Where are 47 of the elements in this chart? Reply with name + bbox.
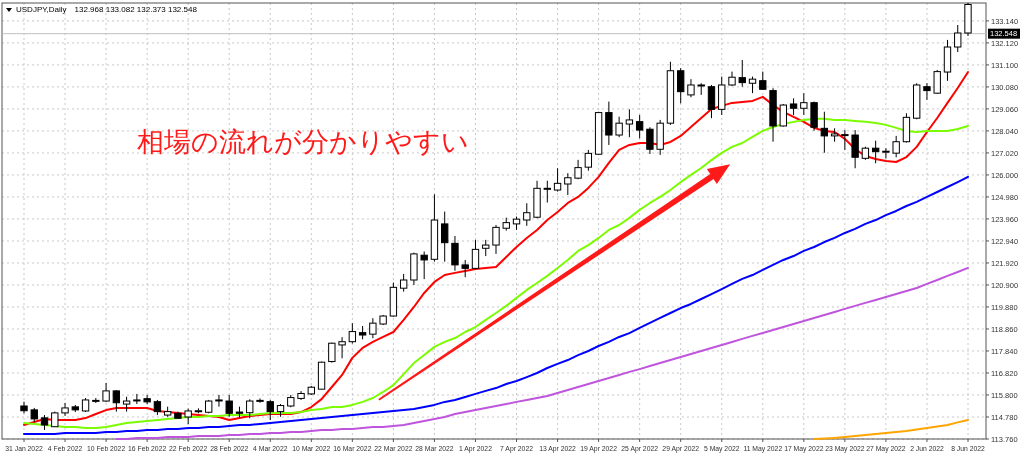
candlestick xyxy=(800,92,808,116)
candlestick xyxy=(820,111,829,154)
candlestick xyxy=(553,167,562,193)
candlestick xyxy=(625,108,634,138)
candlestick xyxy=(851,129,859,169)
candlestick xyxy=(225,394,233,418)
candlestick xyxy=(266,399,274,421)
candlestick xyxy=(102,382,110,403)
candlestick xyxy=(451,235,459,272)
candlestick xyxy=(707,84,716,119)
candlestick xyxy=(738,59,746,88)
candlestick xyxy=(923,82,931,101)
chart-title: USDJPY,Daily xyxy=(16,5,67,14)
candlestick xyxy=(605,101,613,146)
candlestick xyxy=(933,69,941,95)
candlestick xyxy=(338,336,346,359)
candlestick xyxy=(471,239,480,270)
candlestick xyxy=(892,135,900,158)
candlestick xyxy=(112,389,121,413)
candlestick xyxy=(369,317,377,339)
candlestick xyxy=(246,398,254,419)
candlestick xyxy=(677,67,685,104)
candlestick xyxy=(584,149,593,172)
candlestick xyxy=(543,180,551,204)
candlestick xyxy=(635,114,644,139)
candlestick xyxy=(61,402,69,417)
annotation: 相場の流れが分かりやすい xyxy=(136,126,469,158)
candlestick xyxy=(954,24,962,53)
candlestick xyxy=(841,129,849,151)
line-series xyxy=(23,175,969,436)
line-series xyxy=(115,266,969,440)
candlestick xyxy=(348,322,357,344)
candlestick xyxy=(882,147,890,159)
candlestick xyxy=(256,397,264,404)
candlestick xyxy=(523,202,531,227)
line-series xyxy=(813,419,969,440)
candlestick xyxy=(564,172,572,196)
candlestick xyxy=(420,251,428,280)
candlestick xyxy=(215,394,223,408)
candlestick xyxy=(615,116,623,138)
candlestick xyxy=(759,71,767,91)
candlestick xyxy=(492,224,500,255)
candlestick xyxy=(133,393,141,405)
candlestick xyxy=(441,211,449,263)
chart-subtitle: 132.968 133.082 132.373 132.548 xyxy=(74,5,198,14)
candlestick xyxy=(687,78,695,98)
candlestick xyxy=(646,126,654,155)
